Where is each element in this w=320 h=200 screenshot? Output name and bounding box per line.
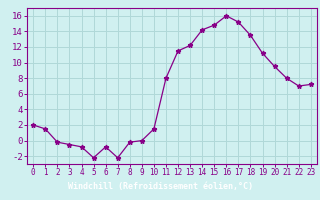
Text: Windchill (Refroidissement éolien,°C): Windchill (Refroidissement éolien,°C): [68, 182, 252, 192]
